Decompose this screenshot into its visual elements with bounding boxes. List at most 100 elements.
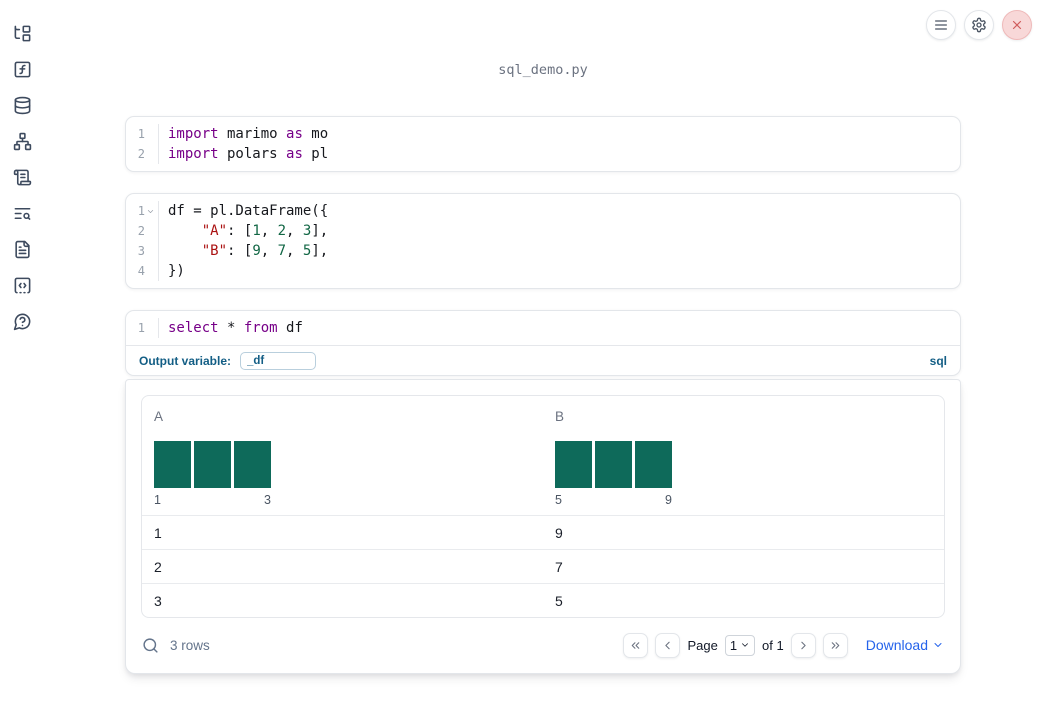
first-page-button[interactable]	[623, 632, 649, 658]
table-cell: 2	[154, 558, 162, 575]
pagination: Page 1 of 1 Download	[623, 632, 944, 658]
table-footer: 3 rows Page 1 of 1 Download	[141, 627, 945, 665]
page-select-value: 1	[729, 637, 738, 653]
next-page-button[interactable]	[790, 632, 816, 658]
chevrons-right-icon	[829, 639, 842, 652]
close-icon	[1010, 18, 1024, 32]
page-select[interactable]: 1	[724, 634, 756, 656]
filename-title: sql_demo.py	[498, 62, 588, 78]
histogram-bar	[595, 441, 632, 488]
fold-chevron-icon[interactable]	[145, 207, 155, 216]
line-number: 4	[126, 261, 159, 281]
code-cell-imports: 1 import marimo as mo 2 import polars as pl	[125, 116, 961, 172]
sidebar-item-scroll-text[interactable]	[11, 168, 33, 187]
code-editor[interactable]: 1 import marimo as mo 2 import polars as pl	[126, 117, 960, 171]
sidebar-item-text-search[interactable]	[11, 204, 33, 223]
code-line: 1 select * from df	[126, 318, 960, 338]
file-tree-icon	[13, 24, 32, 43]
file-text-icon	[13, 240, 32, 259]
code-line: 3 "B": [9, 7, 5],	[126, 241, 960, 261]
row-count: 3 rows	[142, 637, 210, 654]
histogram-bar	[154, 441, 191, 488]
code-line: 1 import marimo as mo	[126, 124, 960, 144]
column-name[interactable]: B	[555, 409, 565, 424]
chevron-left-icon	[661, 639, 674, 652]
code-text: df = pl.DataFrame({	[168, 203, 329, 219]
sidebar-item-file-tree[interactable]	[11, 24, 33, 43]
sidebar-item-database[interactable]	[11, 96, 33, 115]
table-cell: 9	[555, 524, 563, 541]
menu-icon	[933, 17, 949, 33]
line-number: 1	[126, 201, 159, 221]
histogram-bar	[234, 441, 271, 488]
sidebar-item-network[interactable]	[11, 132, 33, 151]
output-variable-input[interactable]	[240, 351, 317, 370]
code-line: 1 df = pl.DataFrame({	[126, 201, 960, 221]
menu-button[interactable]	[926, 10, 956, 40]
last-page-button[interactable]	[822, 632, 848, 658]
sidebar-item-function-square[interactable]	[11, 60, 33, 79]
line-number: 3	[126, 241, 159, 261]
sql-editor[interactable]: 1 select * from df	[126, 311, 960, 345]
code-line: 4})	[126, 261, 960, 281]
code-line: 2 import polars as pl	[126, 144, 960, 164]
histogram-min-label: 5	[555, 493, 562, 507]
previous-page-button[interactable]	[655, 632, 681, 658]
histogram-min-label: 1	[154, 493, 161, 507]
sql-language-badge: sql	[929, 353, 947, 368]
download-label: Download	[865, 637, 928, 653]
sidebar	[0, 0, 44, 713]
table-cell: 5	[555, 592, 563, 609]
chevron-down-icon	[932, 639, 944, 651]
histogram	[555, 441, 944, 488]
table-cell: 7	[555, 558, 563, 575]
help-circle-icon	[13, 312, 32, 331]
search-icon[interactable]	[142, 637, 159, 654]
chevrons-left-icon	[629, 639, 642, 652]
settings-button[interactable]	[964, 10, 994, 40]
settings-icon	[971, 17, 987, 33]
table-cell: 3	[154, 592, 162, 609]
histogram-bar	[635, 441, 672, 488]
sql-meta-row: Output variable: sql	[126, 345, 960, 375]
code-text: import marimo as mo	[168, 126, 329, 142]
histogram-bar	[555, 441, 592, 488]
sql-cell: 1 select * from df Output variable: sql	[125, 310, 961, 376]
code-editor[interactable]: 1 df = pl.DataFrame({2 "A": [1, 2, 3], 3 "…	[126, 194, 960, 288]
sidebar-item-code-square[interactable]	[11, 276, 33, 295]
sidebar-item-help-circle[interactable]	[11, 312, 33, 331]
download-button[interactable]: Download	[866, 637, 944, 653]
histogram	[154, 441, 543, 488]
sidebar-item-file-text[interactable]	[11, 240, 33, 259]
row-count-label: 3 rows	[170, 637, 210, 653]
code-text: import polars as pl	[168, 146, 329, 162]
network-icon	[13, 132, 32, 151]
histogram-max-label: 3	[264, 493, 271, 507]
line-number: 2	[126, 144, 159, 164]
line-number: 1	[126, 124, 159, 144]
output-variable-label: Output variable:	[139, 353, 232, 368]
chevron-down-icon	[740, 640, 750, 650]
topbar	[926, 10, 1032, 40]
scroll-text-icon	[13, 168, 32, 187]
code-text: })	[168, 263, 185, 279]
text-search-icon	[13, 204, 32, 223]
histogram-max-label: 9	[665, 493, 672, 507]
line-number: 1	[126, 318, 159, 338]
chevron-right-icon	[797, 639, 810, 652]
column-name[interactable]: A	[154, 409, 164, 424]
function-square-icon	[13, 60, 32, 79]
code-square-icon	[13, 276, 32, 295]
code-text: "A": [1, 2, 3],	[201, 223, 329, 239]
close-button[interactable]	[1002, 10, 1032, 40]
page-label: Page	[687, 637, 718, 653]
